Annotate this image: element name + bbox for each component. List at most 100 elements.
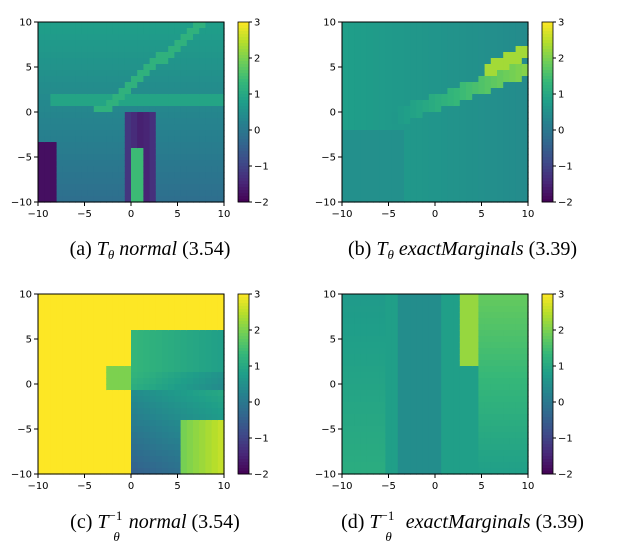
- heatmap-cell: [379, 154, 386, 161]
- heatmap-cell: [131, 336, 138, 343]
- heatmap-cell: [397, 354, 405, 361]
- heatmap-cell: [75, 414, 82, 421]
- heatmap-cell: [62, 336, 70, 343]
- heatmap-cell: [416, 312, 424, 319]
- heatmap-cell: [50, 172, 58, 179]
- heatmap-cell: [459, 468, 467, 475]
- heatmap-cell: [93, 462, 101, 469]
- heatmap-cell: [385, 130, 393, 137]
- x-tick-label: 5: [174, 481, 180, 492]
- heatmap-cell: [199, 88, 206, 95]
- heatmap-cell: [87, 402, 95, 409]
- heatmap-cell: [472, 100, 479, 107]
- heatmap-cell: [106, 294, 113, 301]
- heatmap-cell: [497, 372, 504, 379]
- heatmap-cell: [447, 160, 455, 167]
- heatmap-cell: [75, 444, 82, 451]
- heatmap-cell: [106, 154, 113, 161]
- heatmap-cell: [81, 184, 89, 191]
- heatmap-cell: [497, 384, 504, 391]
- heatmap-cell: [50, 300, 58, 307]
- heatmap-cell: [180, 34, 188, 41]
- heatmap-cell: [75, 432, 82, 439]
- heatmap-cell: [50, 196, 58, 203]
- heatmap-cell: [106, 160, 113, 167]
- heatmap-cell: [410, 52, 417, 59]
- heatmap-cell: [180, 342, 188, 349]
- heatmap-cell: [193, 118, 200, 125]
- heatmap-cell: [87, 414, 95, 421]
- heatmap-cell: [428, 76, 436, 83]
- heatmap-cell: [137, 34, 144, 41]
- heatmap-cell: [484, 468, 492, 475]
- heatmap-cell: [106, 306, 113, 313]
- heatmap-cell: [44, 378, 51, 385]
- heatmap-cell: [497, 130, 504, 137]
- heatmap-cell: [348, 76, 355, 83]
- heatmap-cell: [106, 142, 113, 149]
- heatmap-cell: [422, 456, 430, 463]
- heatmap-cell: [447, 28, 455, 35]
- colorbar-segment: [238, 175, 249, 179]
- heatmap-cell: [459, 178, 467, 185]
- heatmap-cell: [447, 336, 455, 343]
- heatmap-cell: [56, 414, 64, 421]
- heatmap-cell: [199, 438, 206, 445]
- heatmap-cell: [180, 306, 188, 313]
- heatmap-cell: [509, 360, 517, 367]
- heatmap-cell: [348, 324, 355, 331]
- heatmap-cell: [435, 294, 442, 301]
- heatmap-cell: [186, 330, 194, 337]
- heatmap-cell: [422, 124, 430, 131]
- heatmap-cell: [404, 136, 411, 143]
- heatmap-cell: [342, 166, 349, 173]
- heatmap-cell: [199, 190, 206, 197]
- heatmap-cell: [422, 160, 430, 167]
- heatmap-cell: [342, 190, 349, 197]
- heatmap-cell: [397, 318, 405, 325]
- heatmap-cell: [93, 88, 101, 95]
- heatmap-cell: [199, 348, 206, 355]
- heatmap-cell: [143, 348, 151, 355]
- colorbar-segment: [238, 142, 249, 146]
- heatmap-cell: [428, 468, 436, 475]
- heatmap-cell: [422, 46, 430, 53]
- heatmap-cell: [124, 354, 132, 361]
- colorbar-segment: [542, 133, 553, 137]
- heatmap-cell: [391, 378, 399, 385]
- heatmap-cell: [124, 184, 132, 191]
- heatmap-cell: [69, 100, 76, 107]
- heatmap-cell: [354, 88, 362, 95]
- heatmap-cell: [373, 100, 380, 107]
- heatmap-cell: [447, 468, 455, 475]
- heatmap-cell: [397, 408, 405, 415]
- heatmap-cell: [472, 184, 479, 191]
- heatmap-cell: [379, 354, 386, 361]
- heatmap-cell: [131, 348, 138, 355]
- heatmap-cell: [56, 130, 64, 137]
- heatmap-cell: [106, 40, 113, 47]
- heatmap-cell: [366, 396, 374, 403]
- heatmap-cell: [124, 366, 132, 373]
- heatmap-cell: [385, 384, 393, 391]
- y-tick-label: 5: [26, 63, 32, 74]
- heatmap-cell: [416, 456, 424, 463]
- heatmap-cell: [93, 28, 101, 35]
- heatmap-cell: [87, 372, 95, 379]
- heatmap-cell: [342, 22, 349, 29]
- heatmap-cell: [62, 82, 70, 89]
- heatmap-cell: [404, 142, 411, 149]
- colorbar-segment: [542, 160, 553, 164]
- heatmap-cell: [93, 306, 101, 313]
- heatmap-cell: [81, 378, 89, 385]
- heatmap-cell: [193, 312, 200, 319]
- heatmap-cell: [81, 94, 89, 101]
- heatmap-cell: [69, 28, 76, 35]
- heatmap-cell: [453, 148, 461, 155]
- heatmap-cell: [484, 396, 492, 403]
- heatmap-cell: [373, 172, 380, 179]
- heatmap-cell: [503, 184, 510, 191]
- heatmap-cell: [515, 160, 523, 167]
- heatmap-cell: [118, 52, 126, 59]
- heatmap-cell: [416, 450, 424, 457]
